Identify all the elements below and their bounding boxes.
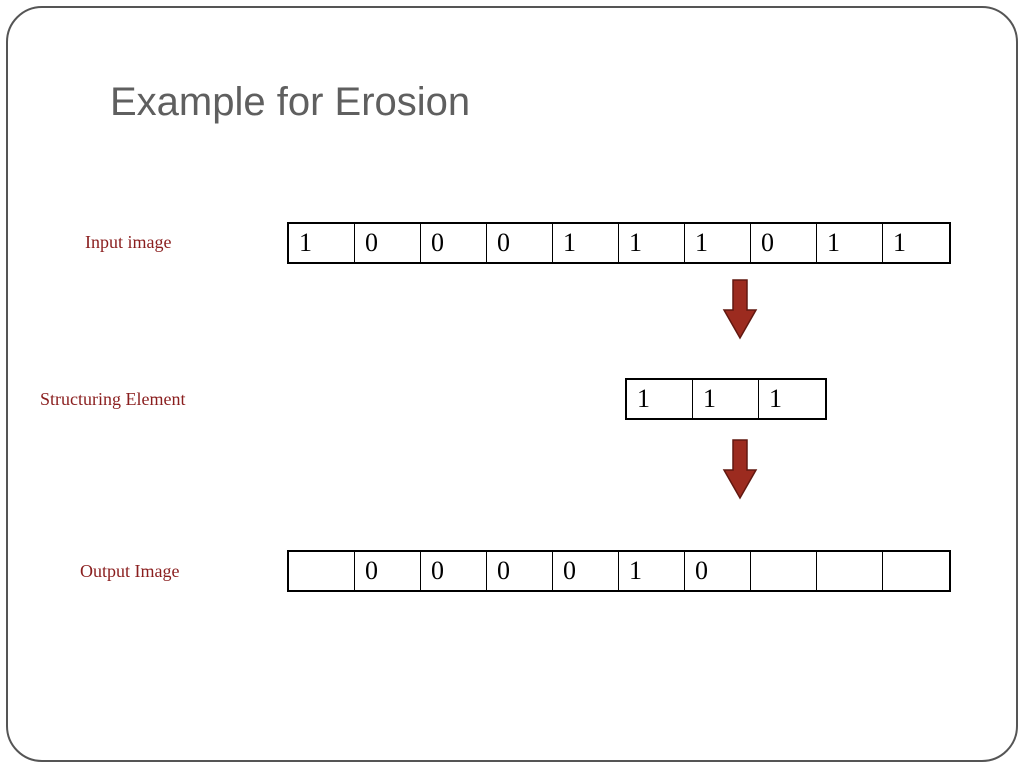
arrow-down-icon [722, 278, 758, 340]
label-input: Input image [85, 232, 171, 253]
cell: 1 [289, 224, 355, 262]
cell: 1 [553, 224, 619, 262]
row-struct: 111 [625, 378, 827, 420]
cell [289, 552, 355, 590]
row-input: 1000111011 [287, 222, 951, 264]
cell: 0 [421, 224, 487, 262]
cell: 1 [619, 224, 685, 262]
cell: 1 [619, 552, 685, 590]
cell: 0 [553, 552, 619, 590]
cell: 1 [627, 380, 693, 418]
row-output: 000010 [287, 550, 951, 592]
cell [751, 552, 817, 590]
cell: 1 [759, 380, 825, 418]
cell [883, 552, 949, 590]
cell: 1 [817, 224, 883, 262]
cell: 1 [693, 380, 759, 418]
arrow-down-icon [722, 438, 758, 500]
label-struct: Structuring Element [40, 389, 185, 410]
cell: 0 [685, 552, 751, 590]
cell: 0 [355, 552, 421, 590]
cell [817, 552, 883, 590]
cell: 1 [883, 224, 949, 262]
cell: 0 [487, 552, 553, 590]
cell: 0 [751, 224, 817, 262]
page-title: Example for Erosion [110, 80, 470, 125]
cell: 0 [421, 552, 487, 590]
cell: 1 [685, 224, 751, 262]
label-output: Output Image [80, 561, 179, 582]
cell: 0 [487, 224, 553, 262]
cell: 0 [355, 224, 421, 262]
